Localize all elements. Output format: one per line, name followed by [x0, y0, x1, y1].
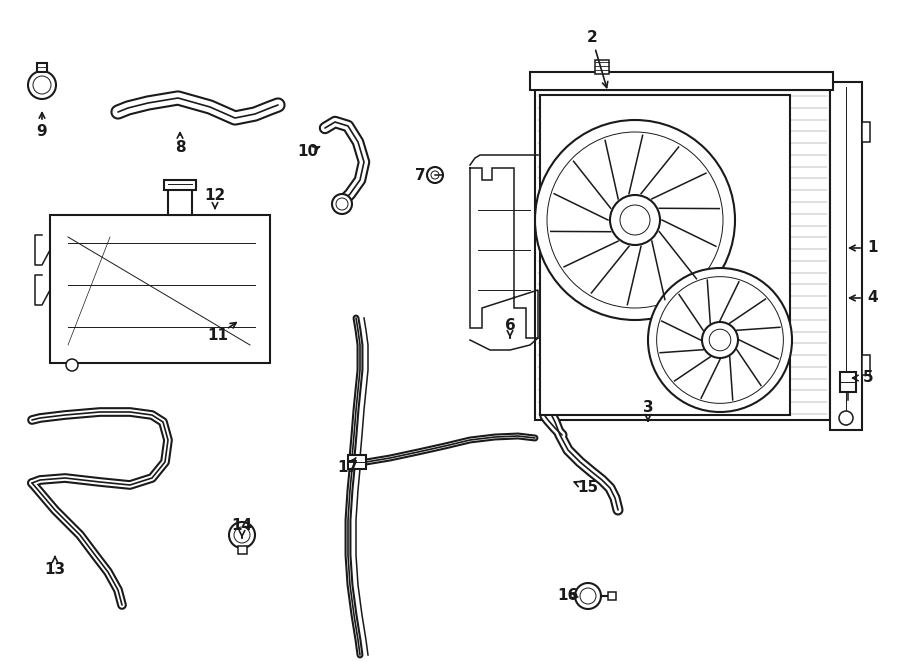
Bar — [862, 355, 870, 375]
Text: 5: 5 — [863, 371, 873, 385]
Bar — [348, 455, 366, 469]
Text: 14: 14 — [231, 518, 253, 533]
Circle shape — [648, 268, 792, 412]
Circle shape — [702, 322, 738, 358]
Text: 9: 9 — [37, 124, 48, 139]
Text: 17: 17 — [338, 461, 358, 475]
Bar — [37, 63, 47, 72]
Circle shape — [229, 522, 255, 548]
Circle shape — [575, 583, 601, 609]
Text: 10: 10 — [297, 145, 319, 159]
Bar — [238, 546, 247, 554]
Text: 8: 8 — [175, 141, 185, 155]
Text: 6: 6 — [505, 317, 516, 332]
Bar — [608, 592, 616, 600]
Bar — [840, 372, 856, 392]
Bar — [540, 95, 790, 415]
Circle shape — [332, 194, 352, 214]
Text: 3: 3 — [643, 401, 653, 416]
Text: 12: 12 — [204, 188, 226, 202]
Bar — [168, 187, 192, 215]
Text: 7: 7 — [415, 167, 426, 182]
Bar — [830, 82, 862, 430]
Bar — [595, 60, 609, 74]
Bar — [535, 90, 830, 420]
Text: 1: 1 — [868, 241, 878, 256]
Circle shape — [66, 359, 78, 371]
Bar — [862, 122, 870, 142]
Text: 15: 15 — [578, 481, 599, 496]
Circle shape — [839, 411, 853, 425]
Bar — [530, 72, 833, 90]
Bar — [164, 180, 196, 190]
Text: 16: 16 — [557, 588, 579, 602]
Circle shape — [535, 120, 735, 320]
Circle shape — [610, 195, 660, 245]
Text: 13: 13 — [44, 563, 66, 578]
Text: 4: 4 — [868, 290, 878, 305]
Text: 2: 2 — [587, 30, 598, 46]
Bar — [50, 215, 270, 363]
Text: 11: 11 — [208, 327, 229, 342]
